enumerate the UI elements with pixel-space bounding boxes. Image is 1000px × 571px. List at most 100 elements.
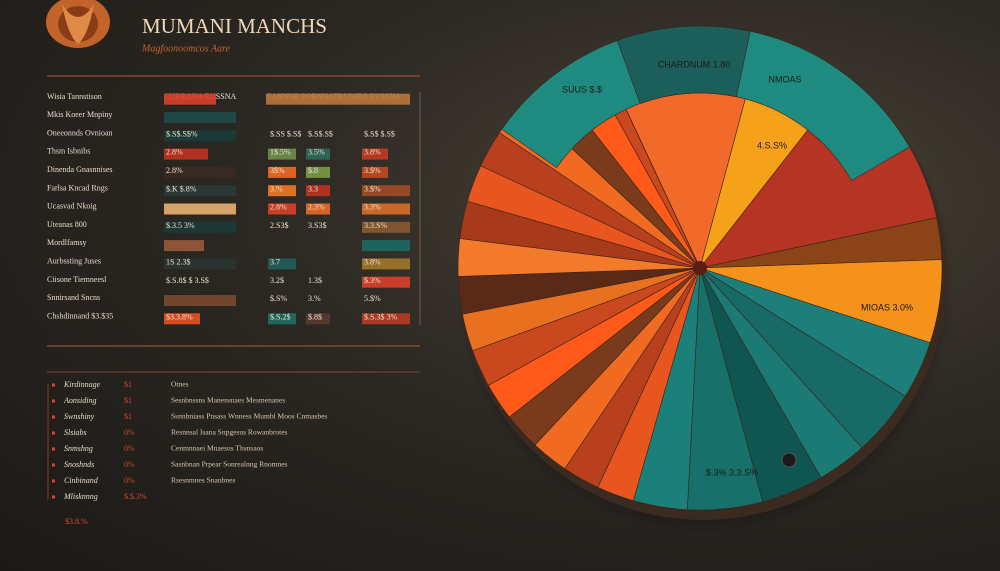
bar bbox=[362, 203, 410, 215]
cell: 3.$% bbox=[364, 184, 381, 193]
pie-label: MIOAS 3.0% bbox=[861, 302, 913, 312]
bullet bbox=[52, 399, 55, 403]
bar bbox=[164, 240, 204, 252]
bullet bbox=[52, 415, 55, 419]
bar bbox=[306, 203, 330, 215]
cell: 2.S3$ bbox=[270, 221, 288, 230]
bar bbox=[306, 313, 330, 325]
cell: $.8$ bbox=[308, 312, 322, 321]
row-label: Uteanas 800 bbox=[47, 220, 87, 229]
row-label: Farlsa Kncad Rngs bbox=[47, 183, 108, 192]
bar bbox=[362, 276, 410, 288]
pie-label: $.3% 3.3.S% bbox=[706, 467, 758, 477]
list-label: Aonsiding bbox=[63, 396, 96, 405]
list-label: Snmshng bbox=[64, 444, 93, 453]
bar bbox=[164, 112, 236, 123]
note-line: Cenmnnaei Mnaesus Thsnsaos bbox=[171, 444, 263, 453]
bar bbox=[164, 166, 236, 178]
note-line: Rsesnmnes Snanbnes bbox=[171, 476, 235, 485]
row-label: Snnirsand Sncns bbox=[47, 293, 100, 302]
bullet bbox=[52, 463, 55, 467]
bar bbox=[164, 258, 236, 270]
emblem bbox=[46, 0, 110, 48]
cell: 1S 2.3$ bbox=[166, 258, 190, 267]
bullet bbox=[52, 383, 55, 387]
list-value: $.$.3% bbox=[124, 492, 147, 501]
cell: $.S% bbox=[270, 294, 287, 303]
cell: 2.8% bbox=[166, 166, 183, 175]
list: Kirdinnage $1 Aonsiding $1 Swnshiny $1 Slsiabs… bbox=[52, 380, 147, 501]
row-label: Mordlfamsy bbox=[47, 238, 87, 247]
bar bbox=[268, 166, 296, 178]
list-total: $3.8.% bbox=[65, 517, 88, 526]
bar bbox=[268, 313, 296, 325]
bar bbox=[362, 166, 388, 178]
cell: 3.7 bbox=[270, 258, 280, 267]
list-value: $1 bbox=[124, 380, 132, 389]
bullet bbox=[52, 447, 55, 451]
pie-label: 4.S.S% bbox=[757, 140, 787, 150]
list-value: 0% bbox=[124, 444, 135, 453]
bar bbox=[164, 148, 208, 160]
pie-label: NMOAS bbox=[768, 74, 801, 84]
bar bbox=[306, 185, 330, 197]
cell: 3.8% bbox=[364, 258, 381, 267]
row-label: Thsm Isbnibs bbox=[47, 147, 90, 156]
bar bbox=[268, 258, 296, 270]
cell: $.SS $.S$ bbox=[270, 129, 301, 138]
cell: $.K $.8% bbox=[166, 184, 197, 193]
list-label: Cinbinand bbox=[64, 476, 99, 485]
bar bbox=[362, 240, 410, 252]
table: Wisia Tannstison Mkis Koeer Mnpiny Oneeonn… bbox=[47, 92, 410, 325]
cell: $3.3.8% bbox=[166, 312, 193, 321]
cell: 3.3.S% bbox=[364, 221, 387, 230]
cell: $.3.5 3% bbox=[166, 221, 195, 230]
list-value: $1 bbox=[124, 412, 132, 421]
cell: 3.5% bbox=[308, 148, 325, 157]
row-label: Ucasvad Nkoig bbox=[47, 202, 97, 211]
cell: $.S$ $.S$ bbox=[364, 129, 395, 138]
cell: 3.3 bbox=[308, 184, 318, 193]
pie-slice bbox=[616, 25, 751, 104]
cell: 1$.5% bbox=[270, 148, 291, 157]
bar bbox=[164, 295, 236, 306]
note-line: Resnnsal Isana Snpgesus Rowanbrotes bbox=[171, 428, 288, 437]
cell: $.S.8$ $ 3.S$ bbox=[166, 276, 209, 285]
pie-label: CHARDNUM 1.80 bbox=[658, 59, 731, 69]
bar bbox=[362, 313, 410, 325]
bar bbox=[164, 93, 216, 105]
cell: 3.8% bbox=[364, 148, 381, 157]
list-value: 0% bbox=[124, 460, 135, 469]
row-label: Mkis Koeer Mnpiny bbox=[47, 110, 112, 119]
list-label: Slsiabs bbox=[64, 428, 87, 437]
row-label: Aurbssting Juses bbox=[47, 257, 101, 266]
cell: 3.$% bbox=[364, 166, 381, 175]
row-label: Dinenda Gnasnnises bbox=[47, 165, 113, 174]
pie-hub bbox=[693, 261, 707, 275]
cell: 3$% bbox=[270, 166, 285, 175]
cell: $.3% bbox=[364, 276, 381, 285]
list-label: Swnshiny bbox=[64, 412, 95, 421]
cell: $.S.3$ 3% bbox=[364, 312, 397, 321]
cell: 3.2$ bbox=[270, 276, 284, 285]
list-label: Kirdinnage bbox=[63, 380, 101, 389]
cell: 3.% bbox=[270, 184, 283, 193]
bar bbox=[362, 148, 388, 160]
cell: 2.3% bbox=[308, 203, 325, 212]
notes-title: Otnes bbox=[171, 380, 189, 389]
bullet bbox=[52, 479, 55, 483]
bar bbox=[164, 313, 200, 325]
bar bbox=[362, 221, 410, 233]
cell: 1.3$ bbox=[308, 276, 322, 285]
row-label: Oneeonnds Ovnioan bbox=[47, 128, 113, 137]
title: MUMANI MANCHS bbox=[142, 14, 327, 38]
bar bbox=[268, 203, 296, 215]
bar bbox=[164, 203, 236, 215]
bar bbox=[268, 185, 296, 197]
list-label: Snoshnds bbox=[64, 460, 94, 469]
row-label: Ciisone Tiemneesl bbox=[47, 275, 107, 284]
pie-label: SUUS $.$ bbox=[562, 84, 602, 94]
pie-dot bbox=[781, 452, 797, 468]
